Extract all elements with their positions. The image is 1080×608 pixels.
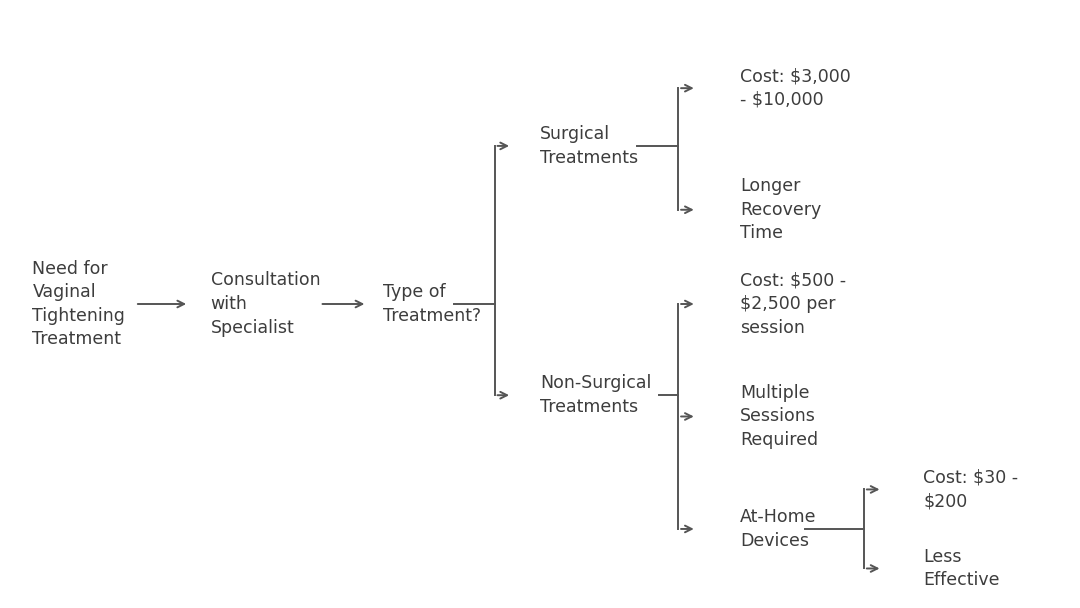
Text: Surgical
Treatments: Surgical Treatments [540, 125, 638, 167]
Text: Longer
Recovery
Time: Longer Recovery Time [740, 177, 821, 243]
Text: Cost: $3,000
- $10,000: Cost: $3,000 - $10,000 [740, 67, 851, 109]
Text: Cost: $500 -
$2,500 per
session: Cost: $500 - $2,500 per session [740, 271, 846, 337]
Text: Cost: $30 -
$200: Cost: $30 - $200 [923, 469, 1018, 510]
Text: Need for
Vaginal
Tightening
Treatment: Need for Vaginal Tightening Treatment [32, 260, 125, 348]
Text: Non-Surgical
Treatments: Non-Surgical Treatments [540, 375, 651, 416]
Text: At-Home
Devices: At-Home Devices [740, 508, 816, 550]
Text: Less
Effective: Less Effective [923, 548, 1000, 589]
Text: Consultation
with
Specialist: Consultation with Specialist [211, 271, 321, 337]
Text: Type of
Treatment?: Type of Treatment? [383, 283, 482, 325]
Text: Multiple
Sessions
Required: Multiple Sessions Required [740, 384, 818, 449]
